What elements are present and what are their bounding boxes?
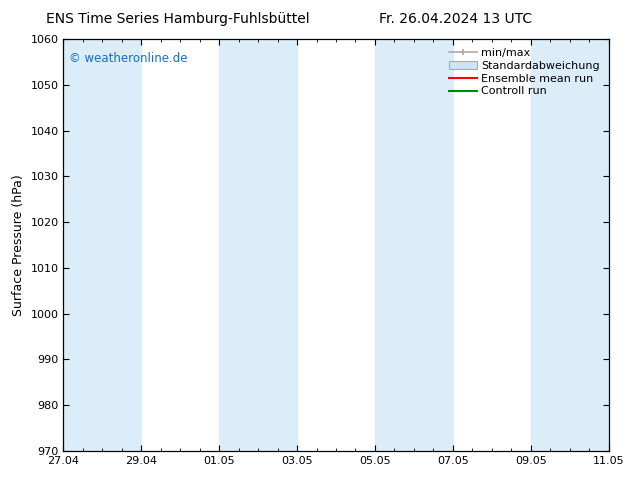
Y-axis label: Surface Pressure (hPa): Surface Pressure (hPa) xyxy=(12,174,25,316)
Text: Fr. 26.04.2024 13 UTC: Fr. 26.04.2024 13 UTC xyxy=(379,12,533,26)
Bar xyxy=(375,39,453,451)
Bar xyxy=(219,39,297,451)
Text: ENS Time Series Hamburg-Fuhlsbüttel: ENS Time Series Hamburg-Fuhlsbüttel xyxy=(46,12,309,26)
Bar xyxy=(63,39,141,451)
Legend: min/max, Standardabweichung, Ensemble mean run, Controll run: min/max, Standardabweichung, Ensemble me… xyxy=(446,45,603,100)
Text: © weatheronline.de: © weatheronline.de xyxy=(69,51,188,65)
Bar xyxy=(531,39,609,451)
